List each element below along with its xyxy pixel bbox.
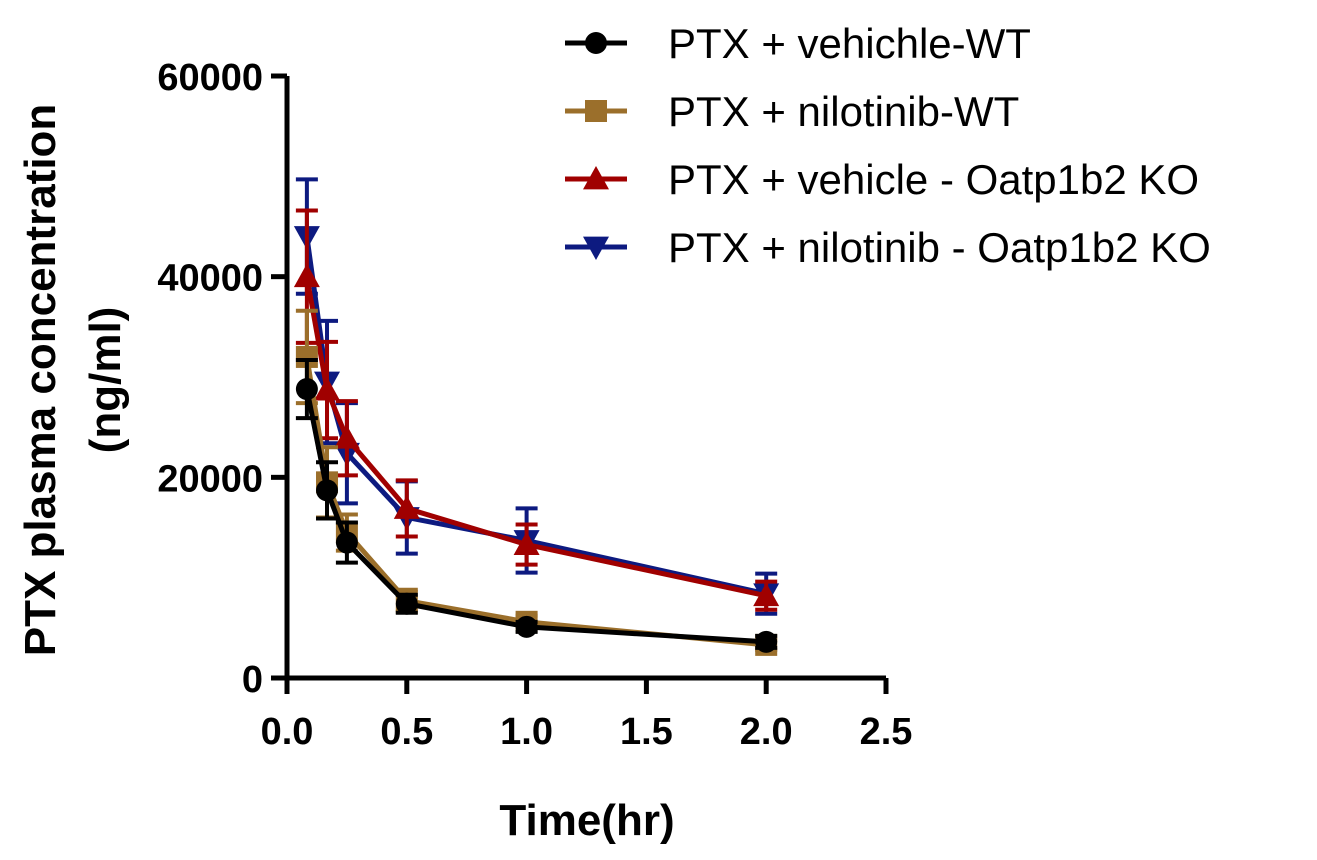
series-line [304, 388, 767, 645]
legend-item: PTX + vehichle-WT [565, 20, 1031, 67]
y-tick-label: 0 [242, 659, 263, 701]
series-line [304, 276, 767, 599]
x-tick-label: 0.0 [261, 711, 314, 753]
data-point [316, 479, 339, 502]
y-tick-label: 40000 [157, 258, 263, 300]
data-point [314, 377, 341, 401]
y-axis-label-line2: (ng/ml) [81, 307, 130, 454]
series-line [304, 236, 767, 597]
data-point [335, 531, 358, 554]
legend-label: PTX + vehichle-WT [668, 20, 1031, 67]
legend-label: PTX + nilotinib-WT [668, 88, 1019, 135]
x-tick-label: 1.0 [500, 711, 553, 753]
data-point [295, 378, 318, 401]
legend: PTX + vehichle-WT PTX + nilotinib-WT PTX +… [565, 20, 1211, 271]
legend-marker [583, 166, 609, 190]
x-tick-label: 2.5 [860, 711, 913, 753]
legend-item: PTX + nilotinib - Oatp1b2 KO [565, 224, 1211, 271]
data-point [755, 630, 778, 653]
data-point [515, 615, 538, 638]
y-tick-label: 20000 [157, 458, 263, 500]
series-line [304, 356, 767, 648]
series-0 [295, 357, 778, 653]
series-layer [293, 177, 780, 656]
legend-marker [585, 32, 607, 54]
data-point [393, 495, 420, 519]
y-axis-label-line1: PTX plasma concentration [16, 104, 65, 657]
legend-item: PTX + nilotinib-WT [565, 88, 1019, 135]
data-point [513, 531, 540, 555]
data-point [395, 592, 418, 615]
data-point [295, 345, 318, 368]
legend-label: PTX + vehicle - Oatp1b2 KO [668, 156, 1199, 203]
series-2 [293, 208, 780, 612]
legend-item: PTX + vehicle - Oatp1b2 KO [565, 156, 1199, 203]
y-tick-label: 60000 [157, 57, 263, 99]
legend-label: PTX + nilotinib - Oatp1b2 KO [668, 224, 1211, 271]
axes: 0 20000 40000 60000 0.0 0.5 1.0 1.5 2.0 2.5 [157, 57, 912, 753]
x-axis-label: Time(hr) [499, 796, 674, 845]
legend-marker [583, 236, 609, 260]
legend-marker [585, 100, 607, 122]
series-1 [295, 308, 778, 656]
x-tick-label: 0.5 [380, 711, 433, 753]
data-point [333, 425, 360, 449]
x-tick-label: 1.5 [620, 711, 673, 753]
data-point [753, 582, 780, 607]
x-tick-label: 2.0 [740, 711, 793, 753]
data-point [293, 263, 320, 288]
